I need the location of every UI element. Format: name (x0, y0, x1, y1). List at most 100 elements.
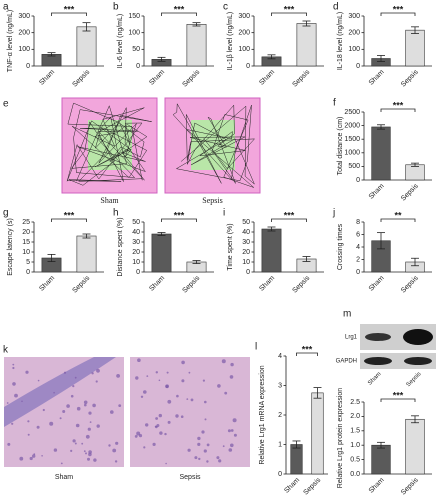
error-bar (313, 387, 322, 399)
panel-letter: a (3, 2, 9, 13)
cell (166, 371, 169, 374)
cell (21, 400, 23, 403)
cell (135, 376, 139, 380)
error-bar (377, 441, 385, 449)
error-bar (302, 256, 311, 262)
x-tick-label: Sepsis (400, 476, 420, 496)
center-zone (191, 120, 235, 170)
bar (371, 444, 391, 475)
y-tick-label: 30 (132, 239, 140, 246)
bar (290, 444, 303, 475)
cell (87, 457, 90, 461)
cell (206, 443, 210, 447)
significance-label: ** (394, 210, 402, 220)
cell (33, 453, 36, 456)
panel-letter: k (3, 345, 9, 356)
cell (7, 442, 11, 446)
cell (89, 421, 92, 423)
y-tick-label: 1000 (344, 150, 360, 157)
error-bar (192, 22, 201, 27)
x-tick-label: Sham (148, 69, 166, 87)
y-tick-label: 300 (238, 13, 250, 20)
cell (108, 444, 111, 447)
x-tick-label: Sham (368, 69, 386, 87)
cell (12, 382, 16, 386)
error-bar (267, 54, 276, 60)
cell (222, 445, 225, 448)
cell (216, 456, 220, 460)
significance-bracket (161, 218, 197, 222)
y-tick-label: 500 (348, 163, 360, 170)
x-tick-label: Sepsis (400, 182, 420, 202)
cell (66, 404, 70, 408)
lane-label: Sham (367, 371, 382, 386)
cell (85, 434, 90, 439)
bar (371, 126, 391, 181)
cell (96, 368, 100, 373)
cell (221, 359, 226, 364)
y-tick-label: 0 (246, 63, 250, 70)
cell (74, 442, 77, 445)
blot (360, 353, 436, 369)
cell (92, 403, 96, 408)
bar (405, 418, 425, 475)
significance-bracket (271, 218, 307, 222)
cell (81, 442, 84, 445)
bar (311, 392, 324, 475)
significance-bracket (51, 218, 87, 222)
cell (206, 460, 209, 463)
image-label: Sham (100, 196, 119, 205)
y-tick-label: 50 (242, 219, 250, 226)
error-bar (157, 56, 166, 62)
x-tick-label: Sepsis (291, 274, 311, 294)
y-tick-label: 0 (356, 63, 360, 70)
y-tick-label: 40 (242, 229, 250, 236)
significance-label: *** (302, 344, 313, 354)
y-axis-label: Total distance (cm) (337, 117, 344, 176)
cell (96, 424, 100, 428)
tissue-band (4, 357, 116, 427)
y-tick-label: 0 (356, 177, 360, 184)
image-label: Sham (55, 474, 73, 481)
cell (198, 457, 201, 461)
y-tick-label: 100 (128, 30, 140, 37)
panel-letter: h (113, 208, 119, 219)
y-tick-label: 2000 (344, 122, 360, 129)
cell (83, 450, 86, 453)
cell (175, 414, 179, 418)
cell (62, 410, 66, 413)
cell (116, 374, 120, 378)
cell (12, 363, 15, 366)
x-tick-label: Sepsis (71, 68, 91, 88)
panel-letter: f (333, 98, 336, 109)
cell (202, 379, 205, 382)
y-tick-label: 10 (242, 259, 250, 266)
y-tick-label: 20 (242, 249, 250, 256)
significance-label: *** (64, 4, 75, 14)
x-tick-label: Sepsis (400, 274, 420, 294)
cell (70, 394, 74, 398)
cell (110, 410, 114, 414)
cell (118, 404, 122, 407)
cell (74, 376, 77, 379)
significance-label: *** (393, 390, 404, 400)
significance-bracket (380, 218, 416, 222)
x-tick-label: Sham (148, 275, 166, 293)
error-bar (411, 415, 419, 424)
y-tick-label: 0 (278, 471, 282, 478)
y-tick-label: 0 (136, 63, 140, 70)
cell (14, 393, 18, 398)
y-tick-label: 150 (128, 13, 140, 20)
cell (36, 425, 40, 429)
panel-letter: j (332, 208, 335, 219)
cell (32, 454, 36, 458)
cell (165, 462, 167, 465)
significance-bracket (161, 12, 197, 16)
cell (194, 456, 198, 460)
x-tick-label: Sham (368, 275, 386, 293)
significance-bracket (380, 398, 416, 402)
cell (95, 380, 98, 383)
y-tick-label: 25 (22, 219, 30, 226)
y-tick-label: 100 (348, 46, 360, 53)
band (365, 333, 391, 341)
